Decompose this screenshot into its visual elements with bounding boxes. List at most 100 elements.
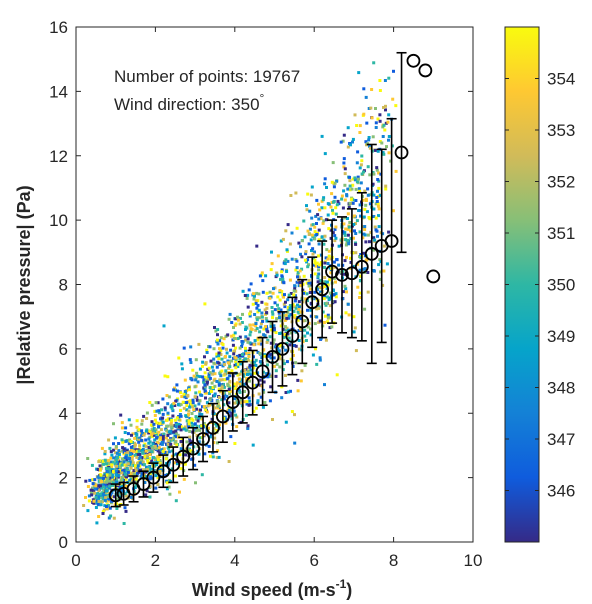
scatter-point bbox=[387, 76, 391, 80]
scatter-point bbox=[345, 240, 349, 244]
scatter-point bbox=[244, 372, 247, 376]
scatter-point bbox=[254, 299, 258, 303]
scatter-point bbox=[361, 236, 365, 240]
scatter-point bbox=[149, 476, 153, 480]
scatter-point bbox=[121, 440, 125, 444]
scatter-point bbox=[243, 368, 247, 372]
scatter-point bbox=[170, 454, 174, 458]
scatter-point bbox=[99, 473, 103, 477]
scatter-point bbox=[108, 480, 112, 484]
scatter-point bbox=[369, 230, 373, 234]
scatter-point bbox=[259, 325, 263, 329]
scatter-point bbox=[185, 401, 189, 404]
scatter-point bbox=[174, 440, 178, 444]
scatter-point bbox=[118, 495, 122, 499]
scatter-point bbox=[374, 107, 377, 110]
scatter-point bbox=[294, 258, 298, 261]
scatter-point bbox=[232, 352, 236, 356]
scatter-point bbox=[342, 272, 346, 276]
scatter-point bbox=[166, 424, 170, 428]
scatter-point bbox=[218, 383, 222, 387]
scatter-point bbox=[133, 486, 137, 489]
scatter-point bbox=[188, 435, 192, 439]
scatter-point bbox=[115, 481, 119, 484]
scatter-point bbox=[94, 484, 98, 488]
scatter-point bbox=[121, 469, 125, 473]
scatter-point bbox=[129, 476, 133, 480]
scatter-point bbox=[246, 427, 250, 430]
scatter-point bbox=[309, 283, 313, 287]
scatter-point bbox=[213, 372, 217, 376]
scatter-point bbox=[334, 206, 338, 210]
scatter-point bbox=[286, 249, 289, 253]
scatter-point bbox=[254, 328, 258, 332]
scatter-point bbox=[246, 340, 250, 344]
scatter-point bbox=[173, 418, 177, 422]
scatter-point bbox=[254, 406, 258, 410]
scatter-point bbox=[169, 479, 172, 483]
scatter-point bbox=[343, 233, 347, 237]
scatter-point bbox=[225, 347, 228, 351]
scatter-point bbox=[345, 290, 348, 294]
scatter-point bbox=[149, 469, 153, 473]
scatter-point bbox=[135, 419, 139, 423]
scatter-point bbox=[313, 261, 317, 265]
scatter-point bbox=[90, 493, 94, 497]
scatter-point bbox=[190, 421, 194, 425]
scatter-point bbox=[119, 492, 123, 496]
scatter-point bbox=[210, 399, 214, 402]
scatter-point bbox=[160, 441, 164, 444]
scatter-point bbox=[129, 495, 133, 499]
scatter-point bbox=[365, 210, 369, 214]
scatter-point bbox=[370, 116, 374, 120]
scatter-point bbox=[337, 263, 341, 267]
y-tick-label: 10 bbox=[49, 211, 68, 230]
scatter-point bbox=[352, 223, 356, 226]
scatter-point bbox=[93, 491, 96, 495]
scatter-point bbox=[211, 372, 215, 376]
scatter-point bbox=[112, 470, 115, 473]
scatter-point bbox=[167, 462, 171, 466]
scatter-point bbox=[265, 372, 269, 376]
scatter-point bbox=[322, 280, 325, 284]
scatter-point bbox=[169, 442, 173, 446]
scatter-point bbox=[208, 376, 212, 380]
scatter-point bbox=[166, 402, 170, 406]
scatter-point bbox=[373, 225, 377, 229]
scatter-point bbox=[142, 433, 146, 437]
scatter-point bbox=[332, 293, 336, 297]
scatter-point bbox=[188, 417, 192, 420]
scatter-point bbox=[329, 228, 333, 232]
scatter-point bbox=[110, 473, 114, 477]
scatter-point bbox=[117, 455, 121, 459]
scatter-point bbox=[348, 175, 351, 179]
scatter-point bbox=[309, 281, 313, 285]
scatter-point bbox=[358, 209, 362, 213]
scatter-point bbox=[124, 426, 128, 430]
scatter-point bbox=[200, 417, 204, 421]
scatter-point bbox=[293, 284, 297, 288]
scatter-point bbox=[147, 429, 150, 433]
scatter-point bbox=[134, 468, 138, 472]
scatter-point bbox=[256, 299, 260, 303]
scatter-point bbox=[286, 308, 290, 311]
scatter-point bbox=[253, 339, 257, 343]
scatter-point bbox=[259, 339, 263, 343]
scatter-point bbox=[313, 237, 317, 241]
scatter-point bbox=[110, 475, 114, 479]
scatter-point bbox=[136, 464, 140, 468]
scatter-point bbox=[282, 302, 286, 306]
scatter-point bbox=[298, 269, 302, 273]
scatter-point bbox=[218, 347, 221, 351]
scatter-point bbox=[357, 71, 361, 75]
scatter-point bbox=[148, 430, 152, 433]
scatter-point bbox=[158, 422, 162, 425]
scatter-point bbox=[188, 388, 191, 392]
scatter-point bbox=[295, 259, 299, 263]
scatter-point bbox=[270, 346, 274, 350]
scatter-point bbox=[172, 461, 176, 465]
scatter-point bbox=[223, 363, 227, 366]
scatter-point bbox=[283, 325, 287, 329]
mean-marker bbox=[265, 350, 280, 364]
scatter-point bbox=[241, 354, 245, 358]
